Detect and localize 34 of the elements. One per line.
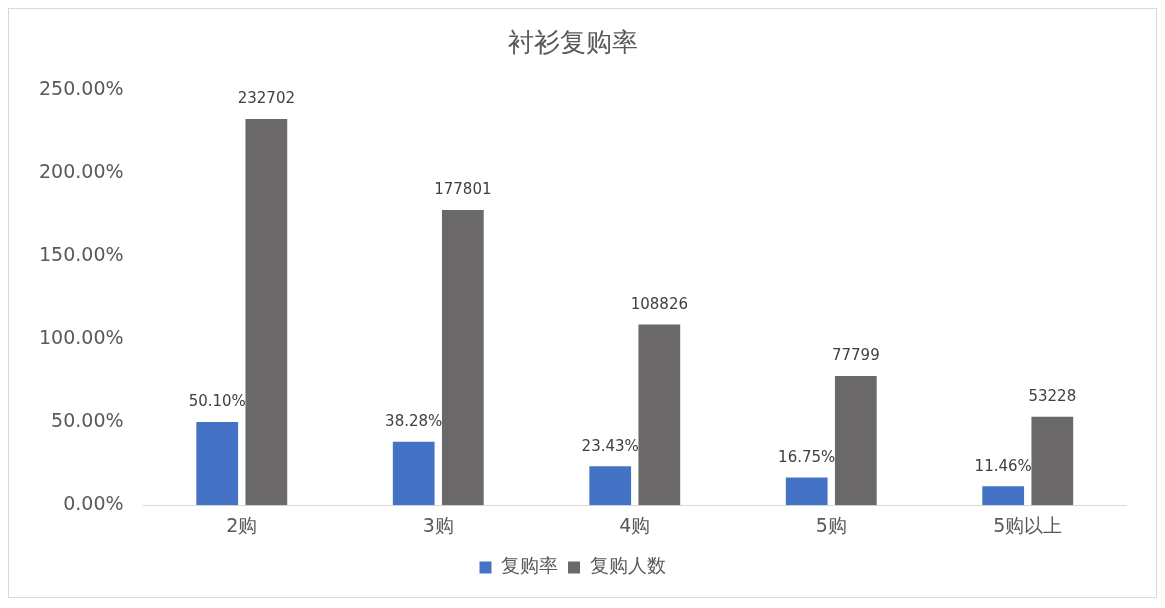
data-label: 77799 [831,346,880,365]
data-label: 50.10% [188,392,246,411]
x-tick-label: 5购 [815,513,847,536]
bar [589,466,632,506]
chart-title: 衬衫复购率 [507,27,638,58]
legend-label: 复购人数 [589,554,666,577]
y-tick-label: 150.00% [38,243,124,266]
x-tick-label: 5购以上 [993,513,1063,536]
bar [834,376,877,506]
data-label: 23.43% [581,436,639,455]
y-tick-label: 250.00% [38,77,124,100]
data-label: 11.46% [974,456,1032,475]
bar [982,486,1025,506]
y-tick-label: 100.00% [38,326,124,349]
bar [196,422,239,506]
bar [785,477,828,506]
bar [638,324,681,506]
data-label: 16.75% [778,447,836,466]
legend-label: 复购率 [501,554,558,577]
bar [392,441,435,506]
data-label: 177801 [434,180,492,199]
bar [1031,416,1074,506]
x-tick-label: 2购 [226,513,258,536]
data-label: 53228 [1028,387,1077,406]
y-tick-label: 50.00% [51,409,124,432]
y-tick-label: 200.00% [38,160,124,183]
bar [245,118,288,506]
data-label: 232702 [237,89,295,108]
x-tick-label: 4购 [619,513,651,536]
data-label: 38.28% [385,412,443,431]
bar [441,210,484,506]
x-tick-label: 3购 [422,513,454,536]
y-tick-label: 0.00% [63,492,124,515]
data-label: 108826 [630,294,688,313]
